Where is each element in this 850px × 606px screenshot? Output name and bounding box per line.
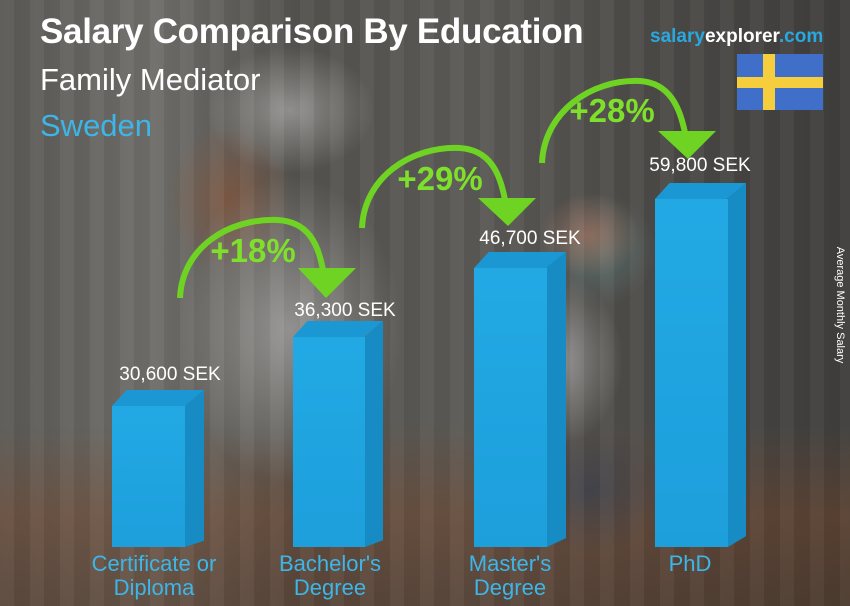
country-label: Sweden — [40, 108, 153, 143]
y-axis-label: Average Monthly Salary — [834, 246, 846, 364]
increase-label-3: +28% — [569, 92, 655, 129]
bar-bachelors — [293, 321, 383, 547]
chart-title: Salary Comparison By Education — [40, 12, 584, 51]
bar-phd — [655, 183, 746, 547]
value-label-certificate: 30,600 SEK — [119, 364, 221, 385]
increase-arrow-icon-3 — [539, 77, 716, 164]
increase-label-2: +29% — [397, 160, 483, 197]
category-label-phd: PhD — [668, 551, 712, 576]
increase-arrow-icon-2 — [359, 144, 536, 229]
increase-label-1: +18% — [210, 232, 296, 269]
value-label-bachelors: 36,300 SEK — [294, 300, 396, 321]
category-label-bachelors: Bachelor's Degree — [278, 551, 382, 600]
brand-part-salary: salary — [650, 26, 705, 47]
category-label-masters: Master's Degree — [468, 551, 552, 600]
value-label-masters: 46,700 SEK — [479, 228, 581, 249]
sweden-flag-icon — [737, 54, 823, 110]
value-label-phd: 59,800 SEK — [649, 155, 751, 176]
job-title: Family Mediator — [40, 62, 261, 97]
bar-masters — [474, 252, 566, 547]
brand-part-explorer: explorer — [704, 26, 779, 47]
bar-certificate — [112, 390, 204, 547]
category-label-certificate: Certificate or Diploma — [91, 551, 217, 600]
increase-arrow-icon-1 — [177, 216, 356, 299]
brand-logo[interactable]: salaryexplorer.com — [650, 26, 823, 48]
brand-part-com: .com — [778, 26, 824, 47]
